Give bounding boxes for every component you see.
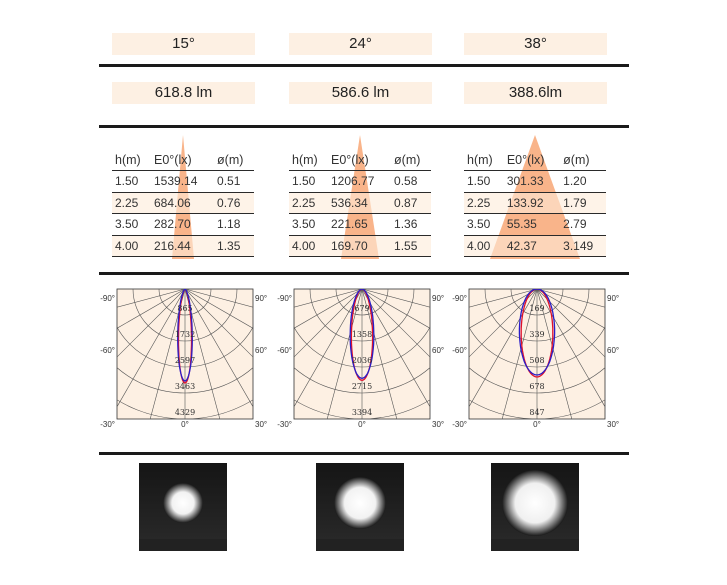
header-diameter: ø(m)	[217, 152, 244, 167]
angle-label: -90°	[452, 294, 467, 303]
illuminance-table: h(m) E0°(lx) ø(m) 1.50 1206.77 0.58 2.25 536.…	[289, 149, 431, 257]
intensity-curve	[518, 289, 556, 376]
ring-value-label: 847	[529, 408, 544, 417]
divider	[99, 64, 629, 67]
illuminance-table: h(m) E0°(lx) ø(m) 1.50 1539.14 0.51 2.25 684.…	[112, 149, 254, 257]
ring-value-label: 865	[177, 304, 192, 313]
angle-label: -60°	[277, 346, 292, 355]
lumen-label: 586.6 lm	[289, 82, 432, 104]
divider	[99, 125, 629, 128]
illuminance-table-15: h(m) E0°(lx) ø(m) 1.50 1539.14 0.51 2.25 684.…	[112, 135, 254, 259]
ring-value-label: 3394	[352, 408, 372, 417]
header-illuminance: E0°(lx)	[154, 152, 192, 167]
beam-angle-label: 24°	[289, 33, 432, 55]
beam-angle-label: 15°	[112, 33, 255, 55]
angle-label: -60°	[452, 346, 467, 355]
ring-value-label: 1732	[175, 330, 195, 339]
angle-label: 30°	[432, 420, 444, 429]
header-height: h(m)	[467, 152, 493, 167]
ring-value-label: 2715	[352, 382, 372, 391]
angle-label: -30°	[100, 420, 115, 429]
table-row: 4.00 169.70 1.55	[289, 235, 431, 257]
ring-value-label: 2036	[352, 356, 372, 365]
table-row: 1.50 301.33 1.20	[464, 171, 606, 192]
table-row: 2.25 684.06 0.76	[112, 192, 254, 214]
intensity-curve	[350, 289, 374, 381]
header-illuminance: E0°(lx)	[506, 152, 545, 167]
table-row: 4.00 216.44 1.35	[112, 235, 254, 257]
table-row: 2.25 536.34 0.87	[289, 192, 431, 214]
angle-label: -90°	[277, 294, 292, 303]
beam-spot-photo-24	[316, 463, 404, 551]
angle-label: 60°	[432, 346, 444, 355]
angle-label: 0°	[533, 420, 541, 429]
angle-label: -30°	[277, 420, 292, 429]
illuminance-table-24: h(m) E0°(lx) ø(m) 1.50 1206.77 0.58 2.25 536.…	[289, 135, 431, 259]
table-row: 2.25 133.92 1.79	[464, 192, 606, 214]
ring-value-label: 2597	[175, 356, 195, 365]
lumen-label: 388.6lm	[464, 82, 607, 104]
angle-label: -60°	[100, 346, 115, 355]
illuminance-table: h(m) E0°(lx) ø(m) 1.50 301.33 1.20 2.25 133.9…	[464, 149, 606, 257]
ring-value-label: 678	[529, 382, 544, 391]
lumen-label: 618.8 lm	[112, 82, 255, 104]
angle-label: 0°	[358, 420, 366, 429]
illuminance-table-38: h(m) E0°(lx) ø(m) 1.50 301.33 1.20 2.25 133.9…	[464, 135, 606, 259]
beam-angle-label: 38°	[464, 33, 607, 55]
table-row: 1.50 1539.14 0.51	[112, 171, 254, 192]
angle-label: 90°	[432, 294, 444, 303]
header-height: h(m)	[115, 152, 141, 167]
divider	[99, 272, 629, 275]
table-row: 3.50 221.65 1.36	[289, 214, 431, 235]
ring-value-label: 508	[529, 356, 544, 365]
table-row: 3.50 55.35 2.79	[464, 214, 606, 235]
header-illuminance: E0°(lx)	[331, 152, 369, 167]
intensity-curve	[177, 289, 193, 382]
ring-value-label: 4329	[175, 408, 195, 417]
header-diameter: ø(m)	[394, 152, 421, 167]
polar-svg: 169 339 508 678 847 -90° -60° -30° 90° 60° 30° 0°	[452, 288, 619, 429]
ring-value-label: 1358	[352, 330, 372, 339]
header-diameter: ø(m)	[563, 152, 590, 167]
table-row: 1.50 1206.77 0.58	[289, 171, 431, 192]
polar-diagram-38: 169 339 508 678 847 -90° -60° -30° 90° 60° 30° 0°	[447, 283, 627, 433]
intensity-curve	[520, 289, 554, 378]
polar-svg: 679 1358 2036 2715 3394 -90° -60° -30° 90° 60° 30°…	[277, 288, 444, 429]
ring-value-label: 169	[529, 304, 544, 313]
angle-label: -90°	[100, 294, 115, 303]
angle-label: 30°	[607, 420, 619, 429]
table-row: 4.00 42.37 3.149	[464, 235, 606, 257]
divider	[99, 452, 629, 455]
angle-label: 90°	[607, 294, 619, 303]
ring-value-label: 3463	[175, 382, 195, 391]
polar-diagram-24: 679 1358 2036 2715 3394 -90° -60° -30° 90° 60° 30°…	[272, 283, 452, 433]
table-row: 3.50 282.70 1.18	[112, 214, 254, 235]
beam-spot-photo-38	[491, 463, 579, 551]
polar-svg: 865 1732 2597 3463 4329 -90° -60° -30° 90° 60° 30°…	[100, 288, 267, 429]
polar-diagram-15: 865 1732 2597 3463 4329 -90° -60° -30° 90° 60° 30°…	[95, 283, 275, 433]
angle-label: 90°	[255, 294, 267, 303]
ring-value-label: 679	[354, 304, 369, 313]
angle-label: 30°	[255, 420, 267, 429]
header-height: h(m)	[292, 152, 318, 167]
angle-label: -30°	[452, 420, 467, 429]
intensity-curve	[349, 289, 375, 379]
beam-spot-photo-15	[139, 463, 227, 551]
angle-label: 60°	[607, 346, 619, 355]
angle-label: 0°	[181, 420, 189, 429]
angle-label: 60°	[255, 346, 267, 355]
ring-value-label: 339	[529, 330, 544, 339]
